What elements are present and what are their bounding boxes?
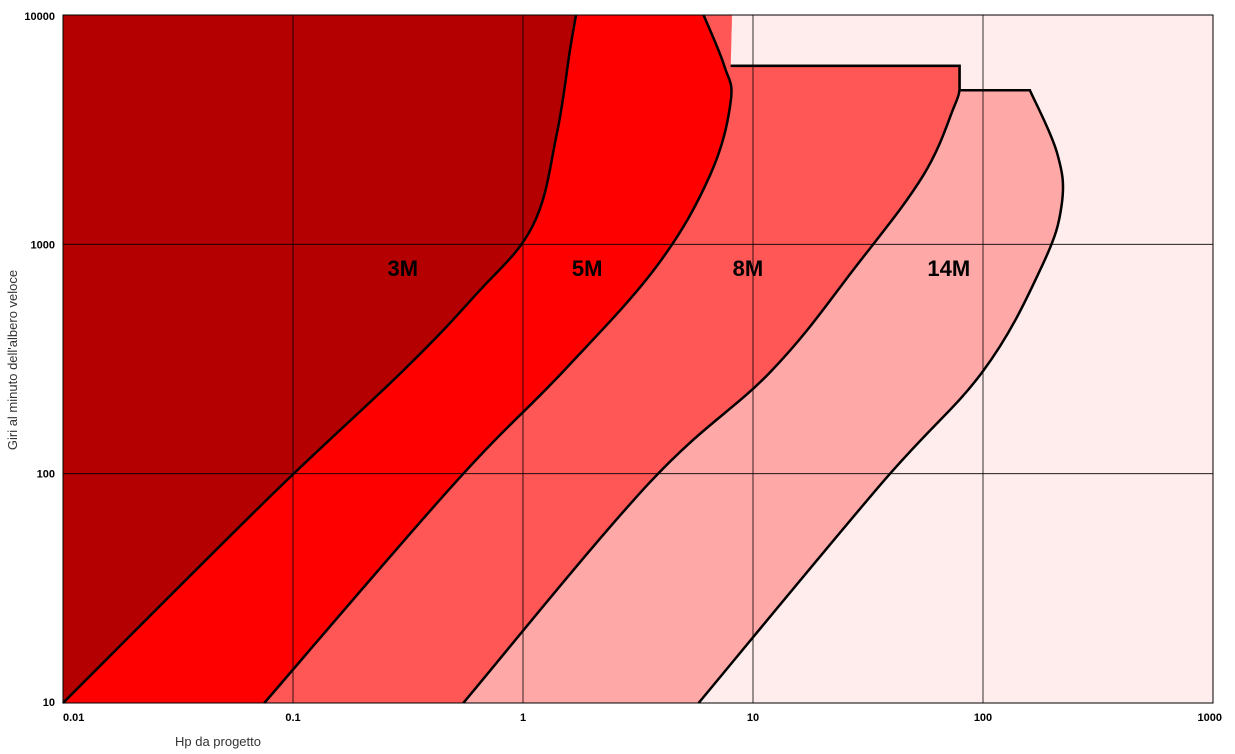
boundary-3m	[62, 14, 578, 704]
boundary-14m	[697, 64, 1065, 704]
y-axis-label: Giri al minuto dell'albero veloce	[5, 270, 20, 450]
x-tick-label: 0.1	[285, 712, 300, 724]
grid-layer	[63, 15, 1213, 703]
x-tick-label: 10	[747, 712, 759, 724]
y-tick-label: 100	[37, 469, 55, 481]
boundary-8m	[462, 64, 961, 704]
regions-layer	[62, 14, 1065, 704]
ticks-layer: 0.01 0.1 1 10 100 1000 10 100 1000 10000	[24, 11, 1222, 724]
x-tick-label: 1000	[1198, 712, 1222, 724]
y-tick-label: 10000	[24, 11, 55, 23]
boundary-5m	[263, 14, 733, 704]
plot-frame	[62, 14, 1214, 704]
y-tick-label: 10	[43, 697, 55, 709]
y-tick-label: 1000	[31, 239, 55, 251]
region-label-5m: 5M	[572, 256, 603, 281]
region-3m	[63, 15, 732, 703]
x-axis-label: Hp da progetto	[175, 734, 261, 749]
x-tick-label: 0.01	[63, 712, 84, 724]
x-tick-label: 100	[974, 712, 992, 724]
region-label-3m: 3M	[387, 256, 418, 281]
x-tick-label: 1	[520, 712, 526, 724]
region-label-8m: 8M	[733, 256, 764, 281]
region-labels-layer: 3M 5M 8M 14M	[387, 256, 970, 281]
region-label-14m: 14M	[927, 256, 970, 281]
